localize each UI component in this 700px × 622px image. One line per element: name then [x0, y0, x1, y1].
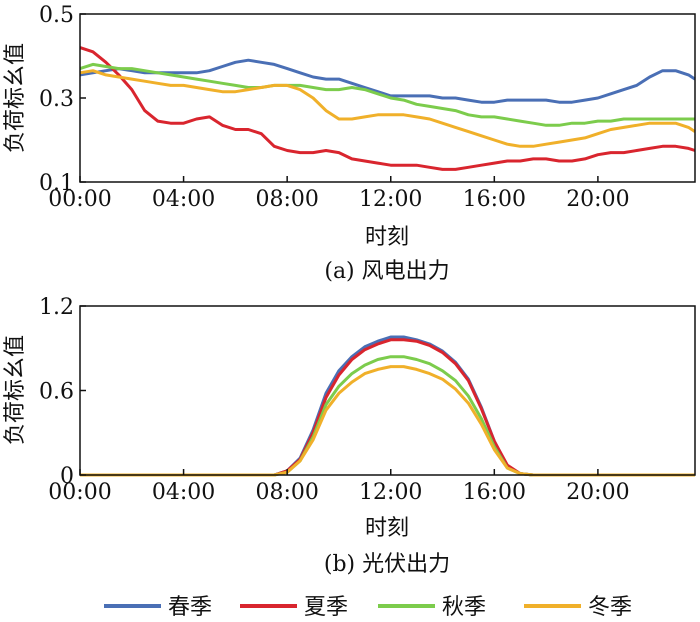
panel-a-ytick-label: 0.1	[39, 171, 74, 196]
panel-b-ytick-label: 0.6	[39, 380, 74, 405]
panel-b-xtick-label: 08:00	[255, 480, 318, 505]
panel-b-series-line-autumn	[80, 355, 695, 477]
legend-item-summer: 夏季	[240, 595, 348, 620]
panel-b-series	[80, 335, 695, 477]
panel-b-xtick-label: 20:00	[566, 480, 629, 505]
legend-label-summer: 夏季	[304, 595, 348, 620]
panel-b-xlabel: 时刻	[365, 516, 409, 541]
legend-item-winter: 冬季	[524, 595, 632, 620]
panel-a-xtick-label: 12:00	[359, 187, 422, 212]
panel-a-xtick-label: 16:00	[463, 187, 526, 212]
panel-a-xtick-label: 20:00	[566, 187, 629, 212]
panel-b-xtick-label: 12:00	[359, 480, 422, 505]
panel-b-xtick-label: 16:00	[463, 480, 526, 505]
panel-b-series-line-summer	[80, 338, 695, 477]
panel-b-xtick-label: 04:00	[152, 480, 215, 505]
panel-a-xtick-label: 04:00	[152, 187, 215, 212]
panel-a-xtick-label: 00:00	[48, 187, 111, 212]
legend-label-autumn: 秋季	[442, 595, 486, 620]
legend-label-winter: 冬季	[588, 595, 632, 620]
panel-a-xtick-label: 08:00	[255, 187, 318, 212]
panel-a-ylabel: 负荷标幺值	[3, 43, 28, 153]
legend: 春季 夏季 秋季 冬季	[104, 595, 632, 620]
legend-item-spring: 春季	[104, 595, 212, 620]
panel-a: 00:00 04:00 08:00 12:00 16:00 20:000.10.30.5 …	[3, 3, 696, 284]
panel-b-ytick-label: 1.2	[39, 295, 74, 320]
panel-b-ytick-label: 0	[60, 464, 74, 489]
panel-b: 00:00 04:00 08:00 12:00 16:00 20:00 0 0.6 1.2 时刻…	[3, 295, 696, 577]
panel-a-series-line-spring	[79, 58, 696, 104]
panel-a-series-line-autumn	[79, 62, 695, 127]
panel-b-series-line-winter	[80, 365, 695, 477]
panel-b-ticks: 00:00 04:00 08:00 12:00 16:00 20:00 0 0.6 1.2	[39, 295, 630, 505]
panel-b-caption: (b) 光伏出力	[324, 552, 450, 577]
panel-a-series	[79, 46, 696, 171]
panel-a-ytick-label: 0.5	[39, 3, 74, 28]
panel-a-ytick-label: 0.3	[39, 87, 74, 112]
panel-a-xlabel: 时刻	[365, 225, 409, 250]
legend-item-autumn: 秋季	[378, 595, 486, 620]
panel-a-ticks: 00:00 04:00 08:00 12:00 16:00 20:00 0.1 0.3 0.5	[39, 3, 630, 212]
panel-b-ylabel: 负荷标幺值	[3, 335, 28, 445]
panel-b-xtick-label: 00:00	[48, 480, 111, 505]
legend-label-spring: 春季	[168, 595, 212, 620]
panel-b-frame	[79, 305, 696, 476]
panel-a-series-line-winter	[79, 69, 696, 148]
panel-a-caption: (a) 风电出力	[324, 259, 449, 284]
panel-a-series-line-summer	[79, 46, 696, 171]
